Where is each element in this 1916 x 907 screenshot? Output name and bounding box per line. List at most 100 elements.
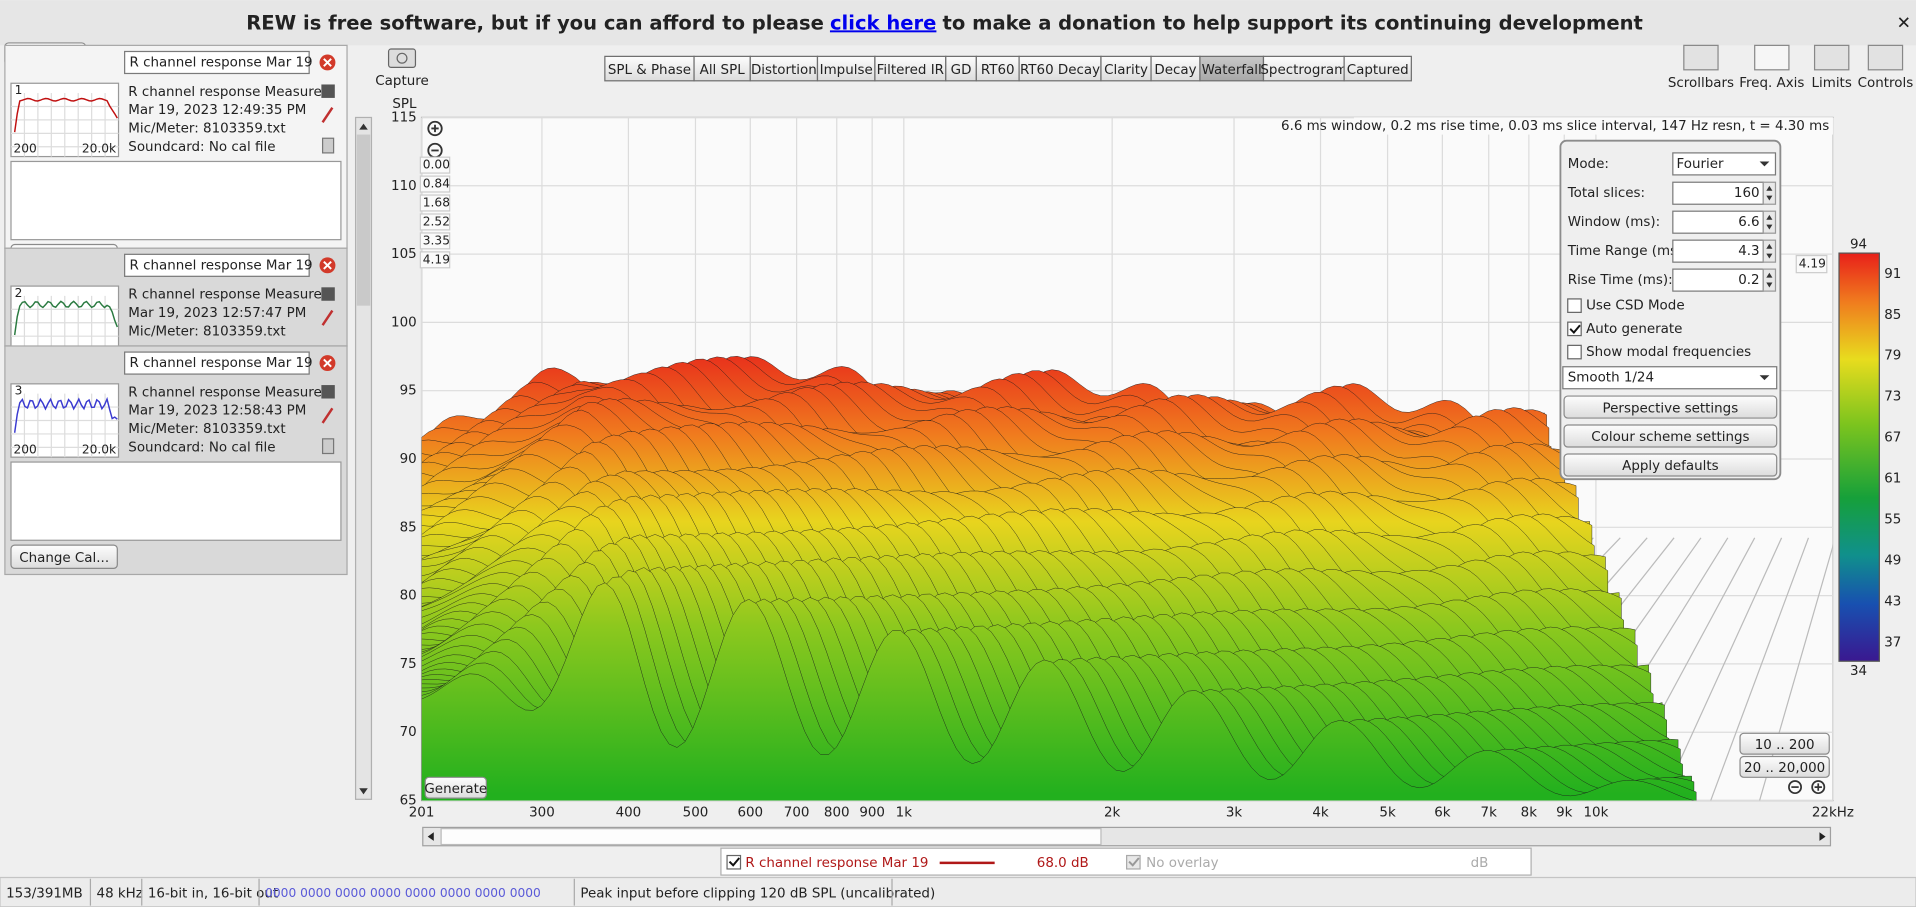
- change-cal-button[interactable]: Change Cal...: [19, 551, 109, 566]
- smoothing-value[interactable]: Smooth 1/24: [1568, 371, 1654, 386]
- tab-bg[interactable]: [693, 55, 751, 82]
- tool-icon[interactable]: [1867, 44, 1904, 71]
- change-cal-button-bg[interactable]: [10, 544, 118, 569]
- mic-icon[interactable]: [321, 309, 334, 326]
- name-field-text[interactable]: R channel response Mar 19: [130, 258, 313, 273]
- tab[interactable]: Spectrogram: [1260, 63, 1347, 78]
- tool-icon[interactable]: [1813, 44, 1850, 71]
- name-field-text[interactable]: R channel response Mar 19: [130, 356, 313, 371]
- name-field[interactable]: [124, 253, 310, 277]
- h-scroll-left[interactable]: [427, 832, 434, 841]
- tool-label[interactable]: Limits: [1812, 76, 1852, 91]
- checkbox-label[interactable]: Use CSD Mode: [1586, 299, 1685, 314]
- close-icon[interactable]: ✕: [1897, 13, 1911, 33]
- spinner[interactable]: [1762, 268, 1777, 292]
- h-scroll-thumb[interactable]: [440, 828, 1102, 846]
- tab[interactable]: All SPL: [700, 63, 746, 78]
- overlay-check[interactable]: [1126, 854, 1141, 870]
- y-tick-label: 90: [400, 452, 417, 467]
- tool-icon[interactable]: [1683, 44, 1719, 71]
- mic-icon[interactable]: [321, 407, 334, 424]
- tab-bg[interactable]: [975, 55, 1020, 82]
- tab[interactable]: Captured: [1347, 63, 1409, 78]
- tool-label[interactable]: Freq. Axis: [1739, 76, 1804, 91]
- tab-bg[interactable]: [1199, 55, 1265, 82]
- file-icon[interactable]: [321, 438, 335, 455]
- tab-bg[interactable]: [1262, 55, 1345, 82]
- tool-label[interactable]: Controls: [1858, 76, 1914, 91]
- spinner[interactable]: [1762, 181, 1777, 205]
- tab[interactable]: SPL & Phase: [608, 63, 691, 78]
- tab-bg[interactable]: [604, 55, 695, 82]
- tab[interactable]: GD: [951, 63, 972, 78]
- axis-zoom-out[interactable]: [1788, 780, 1802, 795]
- mode-value[interactable]: Fourier: [1677, 157, 1725, 172]
- zoom-in[interactable]: [427, 120, 443, 137]
- donate-link[interactable]: click here: [830, 11, 936, 34]
- h-scroll-right[interactable]: [1819, 832, 1826, 841]
- spinner[interactable]: [1762, 210, 1777, 234]
- notes-box[interactable]: [10, 461, 342, 541]
- range-button[interactable]: 10 .. 200: [1755, 738, 1815, 753]
- mic-icon[interactable]: [321, 107, 334, 124]
- tab-bg[interactable]: [1343, 55, 1412, 82]
- legend-check[interactable]: [726, 854, 742, 870]
- checkbox[interactable]: [1567, 344, 1582, 360]
- control-button-bg[interactable]: [1563, 453, 1778, 477]
- tab[interactable]: RT60 Decay: [1020, 63, 1100, 78]
- tab[interactable]: Impulse: [820, 63, 873, 78]
- control-button-bg[interactable]: [1563, 395, 1778, 419]
- tool-icon[interactable]: [1754, 44, 1790, 71]
- range-button[interactable]: 20 .. 20,000: [1744, 761, 1825, 776]
- control-button[interactable]: Apply defaults: [1622, 459, 1719, 474]
- tab-bg[interactable]: [1018, 55, 1102, 82]
- field-value[interactable]: 4.3: [1738, 244, 1759, 259]
- generate-button-bg[interactable]: [424, 776, 487, 799]
- tab-bg[interactable]: [1150, 55, 1201, 82]
- control-button[interactable]: Perspective settings: [1603, 401, 1739, 416]
- scroll-down[interactable]: [359, 788, 368, 795]
- checkbox[interactable]: [1567, 321, 1582, 337]
- capture-icon[interactable]: [387, 48, 417, 68]
- tab-bg[interactable]: [749, 55, 819, 82]
- field-value[interactable]: 0.2: [1738, 273, 1759, 288]
- file-icon[interactable]: [321, 137, 335, 154]
- meter-icon[interactable]: [321, 84, 335, 98]
- name-field[interactable]: [124, 50, 310, 75]
- tab-bg[interactable]: [945, 55, 977, 82]
- control-button-bg[interactable]: [1563, 424, 1778, 448]
- capture-label[interactable]: Capture: [375, 74, 428, 89]
- spinner[interactable]: [1762, 239, 1777, 263]
- sidebar-scroll-thumb[interactable]: [356, 134, 371, 306]
- range-button-bg[interactable]: [1739, 732, 1830, 755]
- range-button-bg[interactable]: [1739, 755, 1830, 778]
- field-value[interactable]: 160: [1734, 186, 1760, 201]
- tab[interactable]: Filtered IR: [877, 63, 944, 78]
- tab-bg[interactable]: [874, 55, 947, 82]
- scroll-up[interactable]: [359, 123, 368, 130]
- meter-icon[interactable]: [321, 385, 335, 399]
- tool-label[interactable]: Scrollbars: [1668, 76, 1734, 91]
- meter-icon[interactable]: [321, 287, 335, 301]
- remove-x: [323, 260, 332, 270]
- checkbox-label[interactable]: Show modal frequencies: [1586, 345, 1751, 360]
- mode-select[interactable]: [1672, 152, 1777, 176]
- checkbox-label[interactable]: Auto generate: [1586, 322, 1682, 337]
- tab[interactable]: RT60: [981, 63, 1015, 78]
- checkbox[interactable]: [1567, 298, 1582, 313]
- field-value[interactable]: 6.6: [1738, 215, 1759, 230]
- axis-zoom-in[interactable]: [1811, 780, 1826, 795]
- legend-name[interactable]: R channel response Mar 19: [745, 856, 928, 871]
- control-button[interactable]: Colour scheme settings: [1591, 430, 1749, 445]
- tab[interactable]: Clarity: [1104, 63, 1148, 78]
- tab[interactable]: Waterfall: [1202, 63, 1262, 78]
- tab[interactable]: Decay: [1154, 63, 1196, 78]
- notes-box[interactable]: [10, 160, 342, 241]
- generate-button[interactable]: Generate: [424, 782, 487, 797]
- name-field[interactable]: [124, 351, 310, 375]
- tab[interactable]: Distortion: [751, 63, 817, 78]
- tab-bg[interactable]: [816, 55, 876, 82]
- smoothing-select[interactable]: [1562, 366, 1778, 390]
- name-field-text[interactable]: R channel response Mar 19: [130, 55, 313, 70]
- zoom-in-plus: [431, 124, 439, 133]
